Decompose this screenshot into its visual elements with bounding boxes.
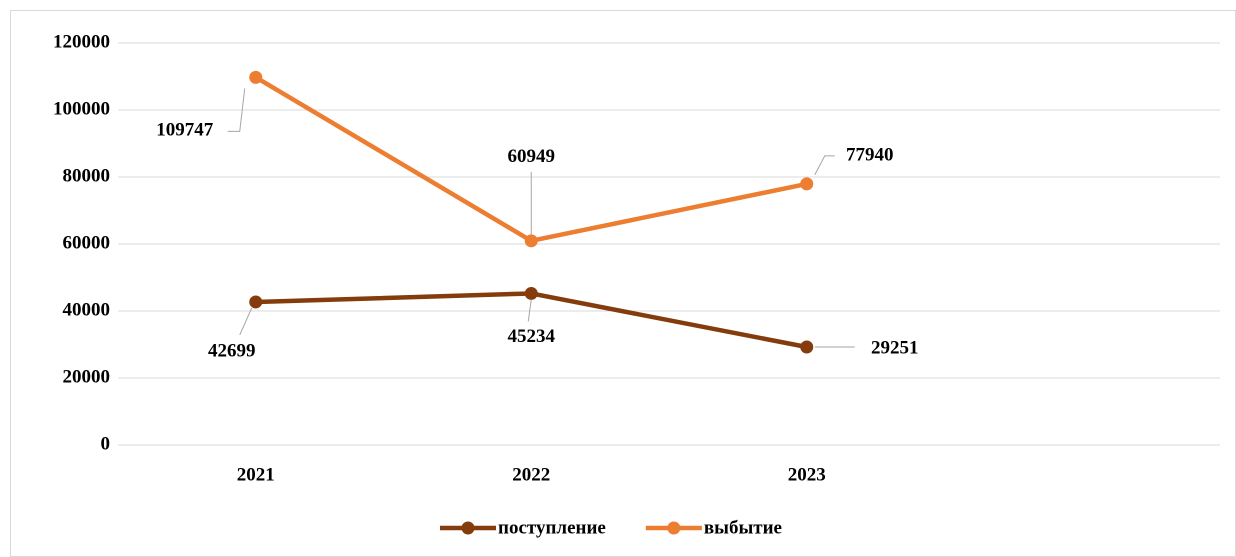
point: [249, 70, 263, 84]
point: [524, 286, 538, 300]
leader-line: [527, 299, 532, 322]
y-tick-label: 60000: [63, 232, 111, 253]
legend-marker: [461, 521, 475, 535]
data-label: 45234: [508, 326, 556, 347]
leader-line: [814, 155, 835, 176]
x-tick-label: 2022: [512, 464, 550, 485]
point: [800, 177, 814, 191]
legend-label: выбытие: [704, 517, 782, 538]
data-label: 29251: [871, 337, 919, 358]
point: [800, 340, 814, 354]
data-label: 42699: [208, 340, 256, 361]
legend-label: поступление: [498, 517, 606, 538]
y-tick-label: 100000: [53, 98, 110, 119]
data-label: 109747: [156, 120, 214, 141]
x-tick-label: 2021: [237, 464, 275, 485]
leader-line: [239, 307, 253, 336]
y-tick-label: 80000: [63, 165, 111, 186]
data-label: 60949: [508, 146, 556, 167]
y-tick-label: 0: [101, 433, 111, 454]
y-tick-label: 40000: [63, 299, 111, 320]
chart-border: [10, 10, 1236, 557]
legend-marker: [667, 521, 681, 535]
leader-line: [227, 88, 246, 132]
point: [524, 234, 538, 248]
x-tick-label: 2023: [788, 464, 826, 485]
y-tick-label: 20000: [63, 366, 111, 387]
data-label: 77940: [846, 144, 894, 165]
y-tick-label: 120000: [53, 31, 110, 52]
point: [249, 295, 263, 309]
